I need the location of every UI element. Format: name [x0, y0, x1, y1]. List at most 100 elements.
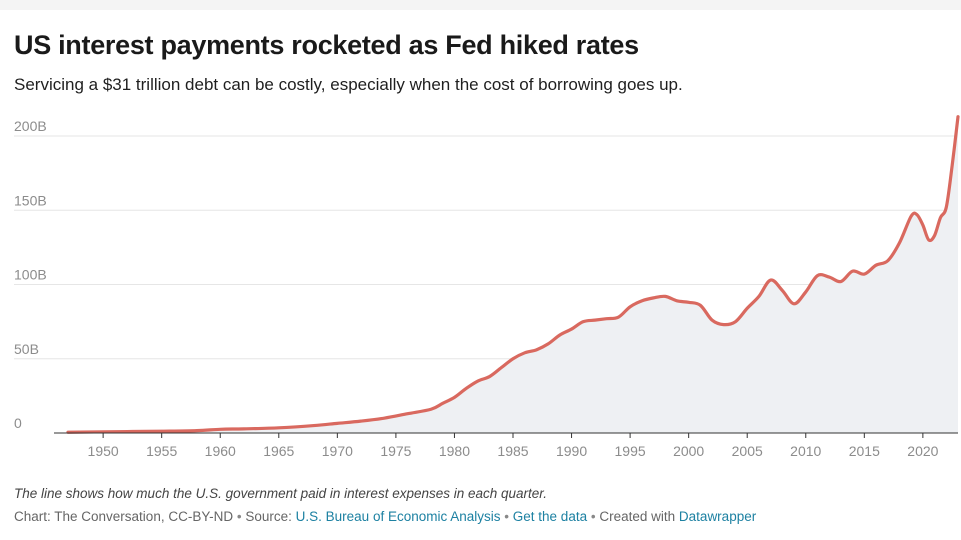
data-point [628, 305, 632, 309]
data-point [242, 427, 246, 431]
data-point [464, 386, 468, 390]
data-point [950, 164, 954, 168]
data-point [382, 416, 386, 420]
data-point [277, 426, 281, 430]
data-point [956, 115, 960, 119]
x-tick-label: 2015 [849, 443, 880, 459]
y-tick-label: 150B [14, 192, 47, 208]
credit-text: Chart: The Conversation, CC-BY-ND [14, 509, 234, 524]
x-axis-labels: 1950 1955 1960 1965 1970 1975 1980 1985 1990 1995… [88, 443, 939, 459]
footer-separator: • [236, 509, 242, 524]
x-tick-label: 2005 [732, 443, 763, 459]
y-axis-labels: 0 50B 100B 150B 200B [14, 118, 47, 431]
footer-separator: • [590, 509, 596, 524]
data-point [780, 288, 784, 292]
data-point [616, 315, 620, 319]
data-point [944, 205, 948, 209]
data-point [195, 429, 199, 433]
data-point [593, 318, 597, 322]
data-point [710, 318, 714, 322]
data-point [476, 379, 480, 383]
y-tick-label: 200B [14, 118, 47, 134]
x-tick-label: 2010 [790, 443, 821, 459]
y-tick-label: 100B [14, 267, 47, 283]
created-with-text: Created with [599, 509, 676, 524]
data-point [897, 241, 901, 245]
data-point [675, 299, 679, 303]
data-point [757, 294, 761, 298]
data-point [839, 280, 843, 284]
data-point [886, 259, 890, 263]
data-point [499, 366, 503, 370]
data-point [687, 300, 691, 304]
y-tick-label: 0 [14, 415, 22, 431]
x-tick-label: 1995 [615, 443, 646, 459]
x-tick-label: 1950 [88, 443, 119, 459]
data-point [698, 303, 702, 307]
data-point [909, 214, 913, 218]
x-tick-label: 1985 [497, 443, 528, 459]
data-point [511, 357, 515, 361]
chart-note: The line shows how much the U.S. governm… [14, 486, 548, 501]
data-point [745, 306, 749, 310]
source-label: Source: [245, 509, 292, 524]
data-point [581, 320, 585, 324]
data-point [534, 348, 538, 352]
data-point [915, 213, 919, 217]
data-point [558, 333, 562, 337]
data-point [652, 296, 656, 300]
data-point [452, 395, 456, 399]
data-point [722, 323, 726, 327]
x-tick-label: 1990 [556, 443, 587, 459]
x-axis-ticks [102, 433, 924, 438]
data-point [488, 375, 492, 379]
data-point [804, 290, 808, 294]
data-point [851, 269, 855, 273]
data-point [406, 412, 410, 416]
data-point [523, 351, 527, 355]
data-point [874, 263, 878, 267]
data-point [927, 238, 931, 242]
data-point [862, 272, 866, 276]
data-point [429, 407, 433, 411]
source-link[interactable]: U.S. Bureau of Economic Analysis [295, 509, 501, 524]
data-point [663, 294, 667, 298]
chart-plot: 0 50B 100B 150B 200B 1950 1955 1960 1965 1970 197… [14, 115, 960, 459]
data-point [218, 427, 222, 431]
data-point [441, 401, 445, 405]
y-tick-label: 50B [14, 341, 39, 357]
data-point [640, 299, 644, 303]
x-tick-label: 2020 [907, 443, 938, 459]
data-point [792, 302, 796, 306]
chart-footer: Chart: The Conversation, CC-BY-ND • Sour… [14, 509, 756, 524]
data-point [312, 424, 316, 428]
datawrapper-link[interactable]: Datawrapper [678, 509, 757, 524]
data-point [827, 275, 831, 279]
chart-title: US interest payments rocketed as Fed hik… [14, 30, 639, 60]
footer-separator: • [504, 509, 510, 524]
data-point [546, 342, 550, 346]
x-tick-label: 1960 [205, 443, 236, 459]
data-point [605, 317, 609, 321]
series-line [66, 115, 960, 434]
data-point [359, 419, 363, 423]
data-point [570, 327, 574, 331]
x-tick-label: 1965 [263, 443, 294, 459]
data-point [335, 421, 339, 425]
data-point [769, 278, 773, 282]
data-point [66, 430, 70, 434]
series-area [68, 116, 958, 433]
chart-subtitle: Servicing a $31 trillion debt can be cos… [14, 75, 683, 94]
top-divider [0, 0, 961, 10]
x-tick-label: 1970 [322, 443, 353, 459]
get-data-link[interactable]: Get the data [512, 509, 588, 524]
data-point [933, 233, 937, 237]
data-point [815, 274, 819, 278]
x-tick-label: 2000 [673, 443, 704, 459]
data-point [921, 223, 925, 227]
x-tick-label: 1980 [439, 443, 470, 459]
data-point [734, 320, 738, 324]
x-tick-label: 1955 [146, 443, 177, 459]
x-tick-label: 1975 [380, 443, 411, 459]
data-point [938, 216, 942, 220]
